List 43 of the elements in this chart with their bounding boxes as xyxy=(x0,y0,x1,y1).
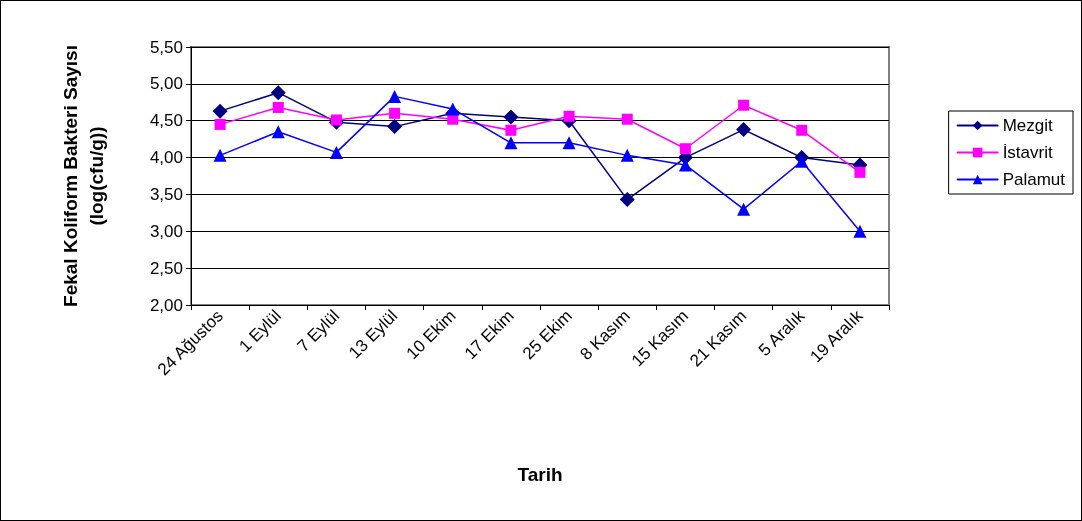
point xyxy=(621,113,633,125)
y-tick-label: 2,50 xyxy=(149,258,183,278)
point xyxy=(795,154,809,168)
point xyxy=(563,110,575,122)
point xyxy=(504,136,518,150)
y-tick-label: 4,50 xyxy=(149,111,183,131)
point xyxy=(387,119,403,135)
point xyxy=(562,136,576,150)
point xyxy=(388,89,402,103)
point xyxy=(853,224,867,238)
point xyxy=(213,148,227,162)
point xyxy=(854,166,866,178)
point xyxy=(329,145,343,159)
x-axis-title: Tarih xyxy=(517,464,563,485)
point xyxy=(446,102,460,116)
point xyxy=(270,85,286,101)
y-tick-label: 5,50 xyxy=(149,37,183,57)
point xyxy=(796,124,808,136)
y-tick-label: 3,00 xyxy=(149,221,183,241)
point xyxy=(214,118,226,130)
y-tick-label: 3,50 xyxy=(149,184,183,204)
point xyxy=(503,109,519,125)
point xyxy=(389,107,401,119)
point xyxy=(738,99,750,111)
legend-label: Palamut xyxy=(1002,170,1066,189)
legend-label: İstavrit xyxy=(1002,143,1053,162)
point xyxy=(620,148,634,162)
point xyxy=(212,103,228,119)
y-tick-label: 5,00 xyxy=(149,74,183,94)
y-tick-label: 2,00 xyxy=(149,295,183,315)
y-axis-title: Fekal Koliform Bakteri Sayısı (log(cfu/g)) xyxy=(59,45,107,307)
point xyxy=(505,124,517,136)
y-tick-label: 4,00 xyxy=(149,148,183,168)
point xyxy=(330,114,342,126)
point xyxy=(447,113,459,125)
point xyxy=(619,192,635,208)
point xyxy=(736,122,752,138)
point xyxy=(678,158,692,172)
point xyxy=(737,202,751,216)
legend-label: Mezgit xyxy=(1002,116,1053,135)
point xyxy=(271,125,285,139)
point xyxy=(272,101,284,113)
point xyxy=(679,143,691,155)
